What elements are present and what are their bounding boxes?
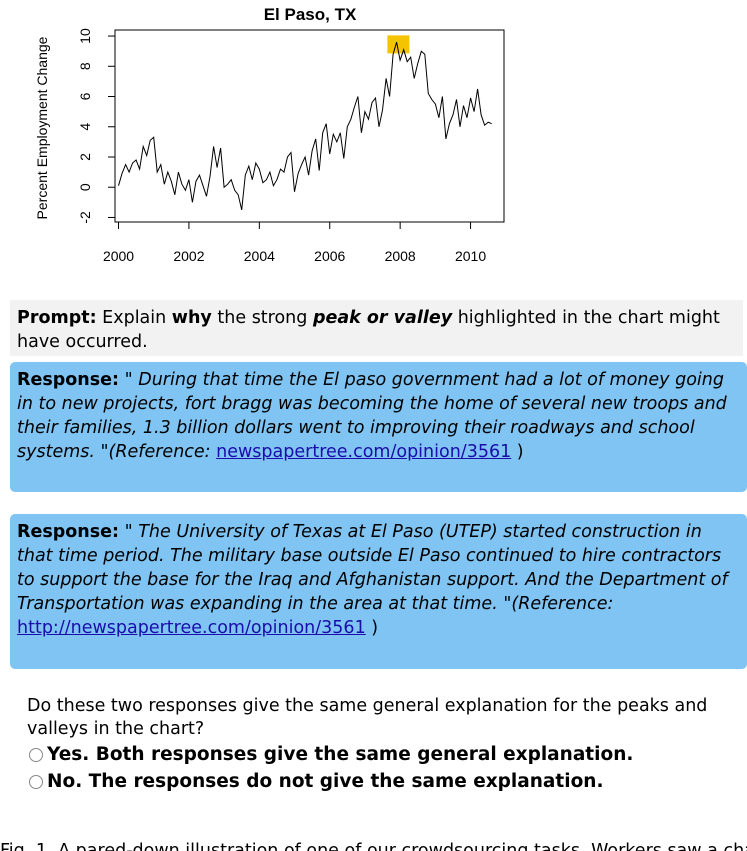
- x-axis: 2000 2002 2004 2006 2008 2010: [103, 222, 486, 264]
- reference-link[interactable]: http://newspapertree.com/opinion/3561: [17, 618, 366, 638]
- radio-yes[interactable]: [29, 747, 43, 762]
- employment-series-line: [118, 41, 492, 211]
- option-yes[interactable]: Yes. Both responses give the same genera…: [29, 744, 633, 765]
- x-tick-label: 2008: [385, 248, 416, 264]
- response-text: " During that time the El paso governmen…: [17, 370, 727, 462]
- prompt-text-2: the strong: [211, 308, 313, 328]
- y-axis: -2 0 2 4 6 8 10: [77, 28, 116, 224]
- y-tick-label: 0: [77, 183, 93, 191]
- x-tick-label: 2010: [455, 248, 486, 264]
- y-tick-label: 10: [77, 28, 93, 44]
- prompt-box: Prompt: Explain why the strong peak or v…: [10, 300, 743, 356]
- option-no[interactable]: No. The responses do not give the same e…: [29, 771, 604, 792]
- response-tail: ): [511, 442, 524, 462]
- question-text: Do these two responses give the same gen…: [27, 696, 708, 739]
- plot-frame: [114, 29, 505, 223]
- y-tick-label: 2: [77, 153, 93, 161]
- radio-no[interactable]: [29, 774, 43, 789]
- reference-link[interactable]: newspapertree.com/opinion/3561: [216, 442, 512, 462]
- option-yes-label[interactable]: Yes. Both responses give the same genera…: [47, 744, 634, 765]
- x-tick-label: 2006: [314, 248, 345, 264]
- response-label: Response:: [17, 522, 120, 542]
- employment-chart: El Paso, TX 2000 2002 2004 2006 2008 2010 -2 0…: [34, 5, 505, 264]
- x-tick-label: 2004: [244, 248, 275, 264]
- response-card-2: Response: " The University of Texas at E…: [10, 514, 747, 669]
- option-no-label[interactable]: No. The responses do not give the same e…: [47, 771, 604, 792]
- y-tick-label: -2: [77, 211, 93, 224]
- prompt-peak-or-valley: peak or valley: [312, 308, 453, 328]
- prompt-label: Prompt:: [17, 308, 97, 328]
- figure-caption: Fig. 1. A pared-down illustration of one…: [0, 841, 747, 851]
- y-axis-label: Percent Employment Change: [34, 36, 50, 219]
- response-label: Response:: [17, 370, 120, 390]
- x-tick-label: 2002: [173, 248, 204, 264]
- y-tick-label: 8: [77, 62, 93, 70]
- x-tick-label: 2000: [103, 248, 134, 264]
- prompt-why: why: [171, 308, 212, 328]
- prompt-text-1: Explain: [96, 308, 172, 328]
- response-text: " The University of Texas at El Paso (UT…: [17, 522, 728, 614]
- chart-title: El Paso, TX: [264, 5, 357, 24]
- prompt-text-3: highlighted in the chart might have occu…: [17, 308, 720, 352]
- response-card-1: Response: " During that time the El paso…: [10, 362, 747, 492]
- response-tail: ): [365, 618, 379, 638]
- y-tick-label: 4: [77, 123, 93, 131]
- y-tick-label: 6: [77, 92, 93, 100]
